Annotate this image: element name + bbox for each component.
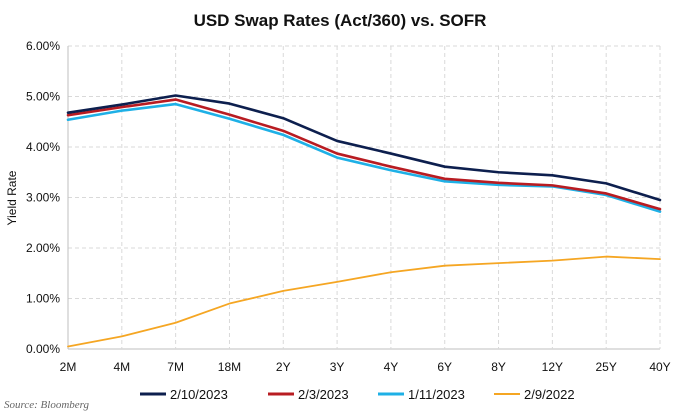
y-tick-label: 1.00% — [26, 292, 60, 306]
y-tick-label: 3.00% — [26, 191, 60, 205]
y-tick-label: 5.00% — [26, 90, 60, 104]
x-tick-label: 8Y — [491, 360, 506, 374]
source-note: Source: Bloomberg — [4, 399, 90, 411]
x-tick-label: 2M — [60, 360, 77, 374]
chart-title: USD Swap Rates (Act/360) vs. SOFR — [194, 11, 487, 30]
legend-label: 2/10/2023 — [170, 387, 228, 402]
legend-label: 1/11/2023 — [408, 387, 465, 402]
x-tick-label: 18M — [218, 360, 241, 374]
y-axis-ticks: 0.00% 1.00% 2.00% 3.00% 4.00% 5.00% 6.00% — [26, 39, 60, 356]
x-tick-label: 2Y — [276, 360, 291, 374]
y-axis-label: Yield Rate — [5, 170, 19, 225]
legend-label: 2/3/2023 — [298, 387, 349, 402]
x-tick-label: 25Y — [596, 360, 617, 374]
series-lines — [66, 94, 662, 348]
series-line — [66, 94, 662, 202]
legend-label: 2/9/2022 — [524, 387, 575, 402]
series-line — [66, 98, 662, 211]
x-tick-label: 40Y — [649, 360, 670, 374]
legend: 2/10/2023 2/3/2023 1/11/2023 2/9/2022 — [140, 387, 575, 402]
x-tick-label: 12Y — [542, 360, 563, 374]
series-line — [67, 255, 661, 348]
x-tick-label: 4M — [113, 360, 130, 374]
x-axis-ticks: 2M 4M 7M 18M 2Y 3Y 4Y 6Y 8Y 12Y 25Y 40Y — [60, 360, 671, 374]
x-tick-label: 6Y — [437, 360, 452, 374]
x-tick-label: 3Y — [330, 360, 345, 374]
x-tick-label: 4Y — [384, 360, 399, 374]
y-tick-label: 2.00% — [26, 241, 60, 255]
x-tick-label: 7M — [167, 360, 184, 374]
y-tick-label: 4.00% — [26, 140, 60, 154]
y-tick-label: 0.00% — [26, 342, 60, 356]
gridlines — [67, 45, 661, 350]
series-line — [66, 102, 662, 213]
y-tick-label: 6.00% — [26, 39, 60, 53]
